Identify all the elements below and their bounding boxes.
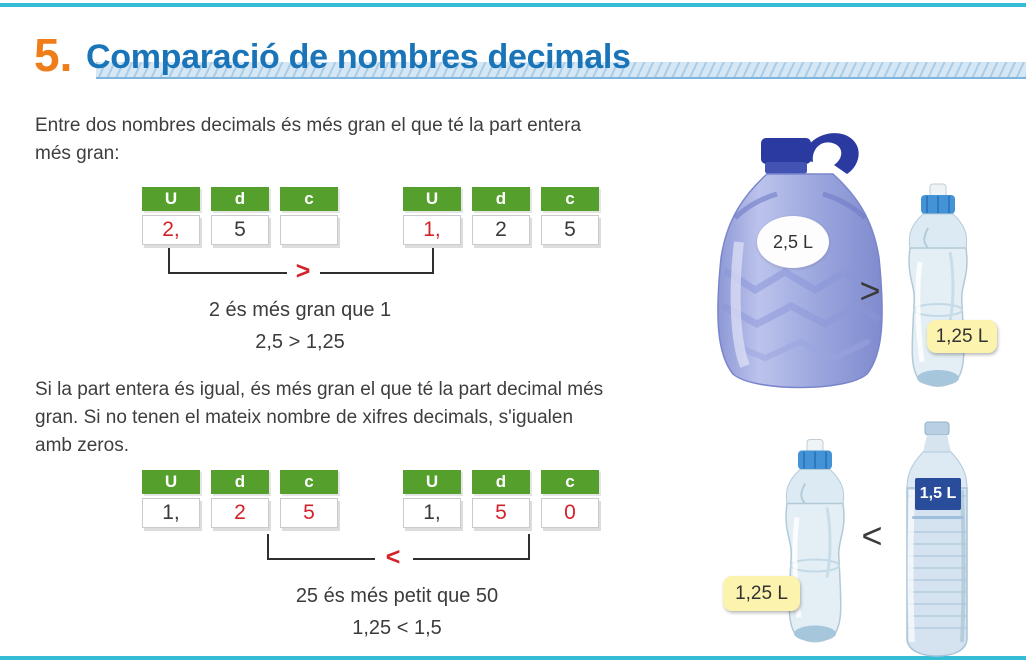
example1-caption: 2 és més gran que 1 — [208, 299, 392, 321]
value-cell: 5 — [472, 498, 530, 528]
place-value-table-2-right: U d c 1, 5 0 — [403, 470, 599, 528]
header-cell-hundredths: c — [541, 187, 599, 211]
value-cell: 5 — [280, 498, 338, 528]
header-cell-units: U — [142, 187, 200, 211]
header-cell-hundredths: c — [280, 187, 338, 211]
place-value-table-1-left: U d c 2, 5 — [142, 187, 338, 245]
figure-bottom-comparison: 1,25 L < 1,5 L — [700, 415, 1026, 663]
water-bottle-illustration — [906, 421, 968, 657]
sport-bottle-volume-label: 1,25 L — [927, 320, 997, 353]
value-row: 2, 5 — [142, 215, 338, 245]
bottle-volume-label: 1,5 L — [915, 478, 961, 510]
value-cell: 1, — [403, 215, 461, 245]
bracket-left-segment — [267, 534, 375, 560]
bracket-comparator: > — [295, 257, 311, 285]
header-row: U d c — [142, 470, 338, 494]
value-cell: 5 — [541, 215, 599, 245]
rule-paragraph: Si la part entera és igual, és més gran … — [35, 376, 603, 460]
figure-comparator: < — [861, 515, 883, 556]
header-cell-tenths: d — [211, 187, 269, 211]
sport-bottle-illustration — [785, 439, 845, 643]
header-row: U d c — [142, 187, 338, 211]
intro-line: més gran: — [35, 143, 120, 164]
value-cell: 2 — [211, 498, 269, 528]
intro-line: Entre dos nombres decimals és més gran e… — [35, 115, 582, 136]
header-cell-tenths: d — [211, 470, 269, 494]
sport-bottle-illustration — [908, 183, 968, 387]
top-rule — [0, 3, 1026, 7]
bracket-right-segment — [413, 534, 530, 560]
figure-comparator: > — [859, 270, 881, 311]
label-fine-print — [912, 516, 964, 519]
value-cell: 1, — [403, 498, 461, 528]
page-title: Comparació de nombres decimals — [86, 38, 631, 76]
place-value-table-1-right: U d c 1, 2 5 — [403, 187, 599, 245]
example1-inequality: 2,5 > 1,25 — [255, 331, 345, 353]
header-cell-tenths: d — [472, 470, 530, 494]
value-cell — [280, 215, 338, 245]
header-row: U d c — [403, 187, 599, 211]
value-row: 1, 2 5 — [142, 498, 338, 528]
bottom-rule — [0, 656, 1026, 660]
value-row: 1, 2 5 — [403, 215, 599, 245]
jug-bottle-illustration — [717, 133, 883, 389]
example2-caption: 25 és més petit que 50 — [295, 585, 499, 607]
place-value-table-2-left: U d c 1, 2 5 — [142, 470, 338, 528]
jug-volume-label: 2,5 L — [757, 216, 829, 268]
sport-bottle-volume-label: 1,25 L — [723, 576, 800, 611]
bracket-comparator: < — [385, 543, 401, 571]
value-row: 1, 5 0 — [403, 498, 599, 528]
header-row: U d c — [403, 470, 599, 494]
rule-line: gran. Si no tenen el mateix nombre de xi… — [35, 407, 574, 428]
header-cell-hundredths: c — [280, 470, 338, 494]
title-hatch-band — [96, 62, 1026, 79]
value-cell: 2, — [142, 215, 200, 245]
value-cell: 0 — [541, 498, 599, 528]
header-cell-units: U — [403, 470, 461, 494]
rule-line: Si la part entera és igual, és més gran … — [35, 379, 604, 400]
header-cell-units: U — [403, 187, 461, 211]
header-cell-units: U — [142, 470, 200, 494]
rule-line: amb zeros. — [35, 435, 129, 456]
bracket-right-segment — [320, 248, 434, 274]
bracket-left-segment — [168, 248, 287, 274]
example2-inequality: 1,25 < 1,5 — [352, 617, 442, 639]
intro-paragraph: Entre dos nombres decimals és més gran e… — [35, 112, 581, 168]
value-cell: 5 — [211, 215, 269, 245]
value-cell: 1, — [142, 498, 200, 528]
header-cell-tenths: d — [472, 187, 530, 211]
header-cell-hundredths: c — [541, 470, 599, 494]
section-number: 5. — [34, 29, 73, 81]
figure-top-comparison: 2,5 L > 1,25 L — [700, 112, 1026, 402]
value-cell: 2 — [472, 215, 530, 245]
